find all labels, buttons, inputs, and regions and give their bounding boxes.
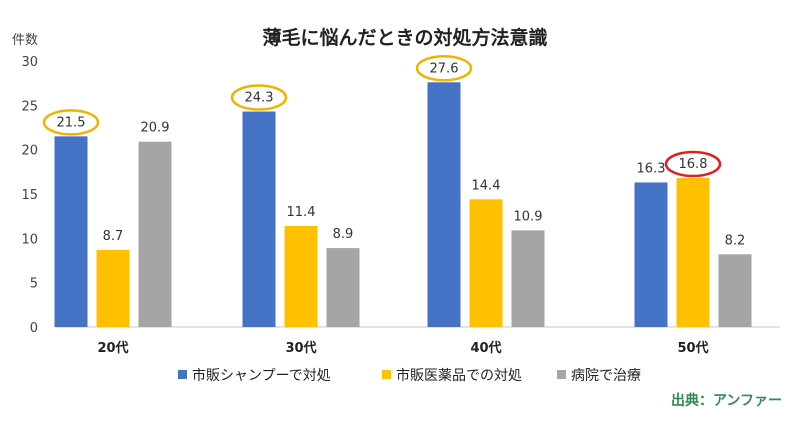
highlight-circle [415, 55, 473, 82]
legend-swatch [382, 370, 391, 379]
bars: 21.5 8.7 20.9 24.3 11.4 8.9 27.6 14.4 10.9 16.3 16… [42, 55, 752, 327]
bar [96, 249, 130, 327]
category-label: 30代 [285, 340, 316, 356]
data-label: 8.7 [103, 229, 124, 244]
data-label: 16.3 [637, 161, 666, 176]
data-label: 10.9 [514, 209, 543, 224]
bar [242, 111, 276, 327]
bar [718, 254, 752, 327]
y-tick-label: 5 [30, 277, 38, 292]
y-axis-ticks: 0 5 10 15 20 25 30 [21, 55, 38, 336]
data-label: 14.4 [472, 178, 501, 193]
bar [427, 82, 461, 327]
bar [284, 225, 318, 327]
data-label: 16.8 [679, 157, 708, 172]
data-label: 27.6 [430, 61, 459, 76]
legend-swatch [178, 370, 187, 379]
data-label: 8.2 [725, 233, 746, 248]
bar [676, 178, 710, 327]
legend-label: 病院で治療 [571, 367, 641, 384]
y-axis-label: 件数 [12, 33, 38, 48]
data-label: 20.9 [141, 121, 170, 136]
highlight-circle [664, 150, 722, 178]
highlight-circle [230, 84, 288, 111]
y-tick-label: 25 [21, 99, 38, 114]
category-label: 40代 [470, 340, 501, 356]
data-label: 21.5 [57, 115, 86, 130]
legend-swatch [557, 370, 566, 379]
legend-label: 市販医薬品での対処 [396, 367, 522, 384]
data-label: 8.9 [333, 227, 354, 242]
source-credit: 出典：アンファー [670, 393, 782, 409]
bar [138, 141, 172, 327]
legend: 市販シャンプーで対処 市販医薬品での対処 病院で治療 [178, 367, 641, 384]
category-label: 20代 [97, 340, 128, 356]
bar [54, 136, 88, 327]
category-labels: 20代 30代 40代 50代 [97, 340, 708, 356]
data-label: 11.4 [287, 205, 316, 220]
y-tick-label: 20 [21, 144, 38, 159]
y-tick-label: 0 [30, 321, 38, 336]
bar [634, 182, 668, 327]
data-label: 24.3 [245, 91, 274, 106]
bar [469, 199, 503, 327]
y-tick-label: 30 [21, 55, 38, 70]
bar [326, 248, 360, 327]
y-tick-label: 15 [21, 188, 38, 203]
chart-title: 薄毛に悩んだときの対処方法意識 [262, 26, 547, 49]
legend-label: 市販シャンプーで対処 [192, 367, 331, 384]
bar [511, 230, 545, 327]
highlight-circle [42, 109, 100, 136]
category-label: 50代 [677, 340, 708, 356]
y-tick-label: 10 [21, 232, 38, 247]
